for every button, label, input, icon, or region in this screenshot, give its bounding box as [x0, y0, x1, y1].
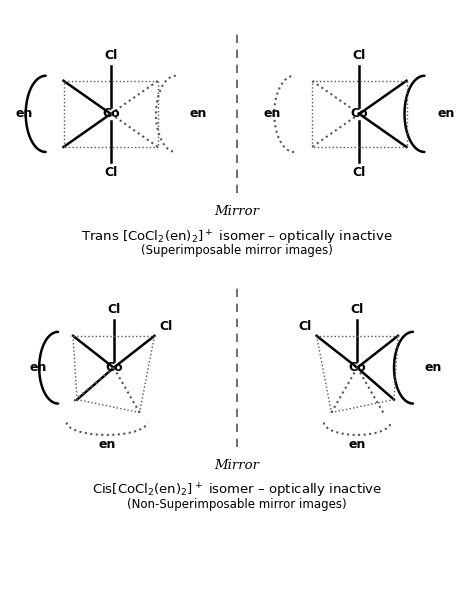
- Text: en: en: [264, 107, 281, 121]
- Text: Mirror: Mirror: [215, 459, 259, 472]
- Text: Co: Co: [105, 361, 123, 374]
- Text: en: en: [348, 438, 366, 452]
- Text: Co: Co: [102, 107, 119, 121]
- Text: Cl: Cl: [104, 166, 118, 178]
- Text: Co: Co: [348, 361, 366, 374]
- Text: Trans [CoCl$_2$(en)$_2$]$^+$ isomer – optically inactive: Trans [CoCl$_2$(en)$_2$]$^+$ isomer – op…: [81, 229, 393, 247]
- Text: Cl: Cl: [353, 166, 366, 178]
- Text: Mirror: Mirror: [215, 206, 259, 218]
- Text: Cl: Cl: [353, 49, 366, 62]
- Text: en: en: [29, 361, 47, 374]
- Text: Cl: Cl: [159, 320, 173, 333]
- Text: (Superimposable mirror images): (Superimposable mirror images): [141, 244, 333, 257]
- Text: Cl: Cl: [298, 320, 311, 333]
- Text: en: en: [189, 107, 207, 121]
- Text: Cl: Cl: [104, 49, 118, 62]
- Text: en: en: [98, 438, 116, 452]
- Text: Co: Co: [350, 107, 368, 121]
- Text: Cis[CoCl$_2$(en)$_2$]$^+$ isomer – optically inactive: Cis[CoCl$_2$(en)$_2$]$^+$ isomer – optic…: [92, 482, 382, 500]
- Text: (Non-Superimposable mirror images): (Non-Superimposable mirror images): [127, 498, 347, 511]
- Text: en: en: [424, 361, 441, 374]
- Text: Cl: Cl: [351, 303, 364, 316]
- Text: Cl: Cl: [107, 303, 120, 316]
- Text: en: en: [438, 107, 455, 121]
- Text: en: en: [15, 107, 32, 121]
